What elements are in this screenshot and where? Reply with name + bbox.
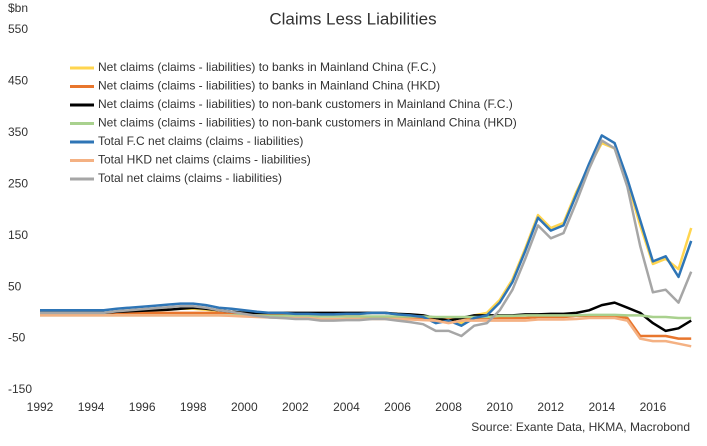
chart-title: Claims Less Liabilities <box>269 9 436 28</box>
x-tick-label: 2006 <box>384 400 411 414</box>
y-tick-label: 350 <box>8 125 28 139</box>
legend-label: Total net claims (claims - liabilities) <box>98 171 282 185</box>
x-tick-label: 1998 <box>180 400 207 414</box>
x-tick-label: 1992 <box>27 400 54 414</box>
legend-label: Total F.C net claims (claims - liabiliti… <box>98 134 303 148</box>
x-tick-label: 2016 <box>640 400 667 414</box>
series-line <box>40 139 693 338</box>
x-tick-label: 2000 <box>231 400 258 414</box>
x-tick-label: 2014 <box>588 400 615 414</box>
x-tick-label: 2008 <box>435 400 462 414</box>
x-tick-label: 1994 <box>78 400 105 414</box>
y-tick-label: 450 <box>8 74 28 88</box>
legend-label: Total HKD net claims (claims - liabiliti… <box>98 153 311 167</box>
x-tick-label: 1996 <box>129 400 156 414</box>
y-tick-label: -50 <box>8 331 26 345</box>
y-tick-label: 150 <box>8 228 28 242</box>
y-tick-label: 250 <box>8 176 28 190</box>
series-line <box>40 134 693 327</box>
x-tick-label: 2010 <box>486 400 513 414</box>
legend-label: Net claims (claims - liabilities) to non… <box>98 97 513 111</box>
legend-label: Net claims (claims - liabilities) to ban… <box>98 60 436 74</box>
x-tick-label: 2002 <box>282 400 309 414</box>
y-tick-label: -150 <box>8 382 32 396</box>
source-note: Source: Exante Data, HKMA, Macrobond <box>471 420 690 434</box>
y-tick-label: 50 <box>8 279 22 293</box>
series-line <box>40 141 693 325</box>
legend-label: Net claims (claims - liabilities) to ban… <box>98 79 440 93</box>
legend-label: Net claims (claims - liabilities) to non… <box>98 116 517 130</box>
x-tick-label: 2012 <box>537 400 564 414</box>
y-tick-label: 550 <box>8 22 28 36</box>
x-tick-label: 2004 <box>333 400 360 414</box>
y-axis-label: $bn <box>8 1 28 15</box>
